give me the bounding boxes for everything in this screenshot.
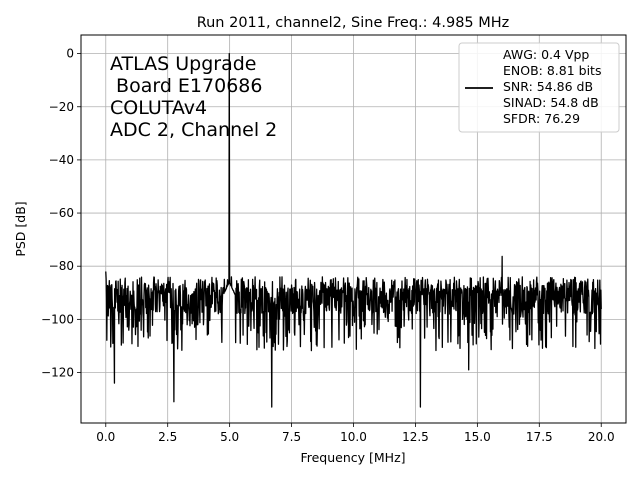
- x-tick-label: 10.0: [340, 430, 367, 444]
- legend-entry-sinad: SINAD: 54.8 dB: [503, 95, 599, 110]
- y-tick-label: −60: [49, 206, 74, 220]
- annotation-text: ATLAS Upgrade Board E170686 COLUTAv4 ADC…: [110, 53, 277, 141]
- x-axis-ticks: 0.0 2.5 5.0 7.5 10.0 12.5 15.0 17.5 20.0: [96, 423, 615, 444]
- plot-area: [105, 52, 602, 408]
- y-tick-label: −20: [49, 100, 74, 114]
- x-tick-label: 12.5: [402, 430, 429, 444]
- y-tick-label: −120: [41, 366, 74, 380]
- x-tick-label: 2.5: [158, 430, 177, 444]
- legend-box: [458, 42, 620, 133]
- annotation-line-1: ATLAS Upgrade: [110, 53, 256, 75]
- y-tick-label: −40: [49, 153, 74, 167]
- x-tick-label: 20.0: [588, 430, 615, 444]
- y-tick-label: 0: [66, 47, 74, 61]
- y-axis-ticks: 0 −20 −40 −60 −80 −100 −120: [41, 47, 81, 380]
- y-tick-label: −100: [41, 312, 74, 326]
- y-axis-label: PSD [dB]: [13, 201, 28, 256]
- annotation-line-2: Board E170686: [110, 75, 262, 97]
- legend-entry-awg: AWG: 0.4 Vpp: [503, 47, 589, 62]
- psd-series-line: [105, 52, 602, 408]
- x-tick-label: 0.0: [96, 430, 115, 444]
- x-tick-label: 17.5: [526, 430, 553, 444]
- x-tick-label: 15.0: [464, 430, 491, 444]
- annotation-line-4: ADC 2, Channel 2: [110, 119, 277, 141]
- legend: AWG: 0.4 Vpp ENOB: 8.81 bits SNR: 54.86 …: [458, 42, 620, 133]
- chart-title: Run 2011, channel2, Sine Freq.: 4.985 MH…: [197, 15, 510, 31]
- legend-entry-sfdr: SFDR: 76.29: [503, 111, 580, 126]
- legend-entry-enob: ENOB: 8.81 bits: [503, 63, 601, 78]
- annotation-line-3: COLUTAv4: [110, 97, 207, 119]
- x-axis-label: Frequency [MHz]: [300, 450, 405, 465]
- x-tick-label: 7.5: [282, 430, 301, 444]
- x-tick-label: 5.0: [220, 430, 239, 444]
- y-tick-label: −80: [49, 259, 74, 273]
- legend-entry-snr: SNR: 54.86 dB: [503, 79, 593, 94]
